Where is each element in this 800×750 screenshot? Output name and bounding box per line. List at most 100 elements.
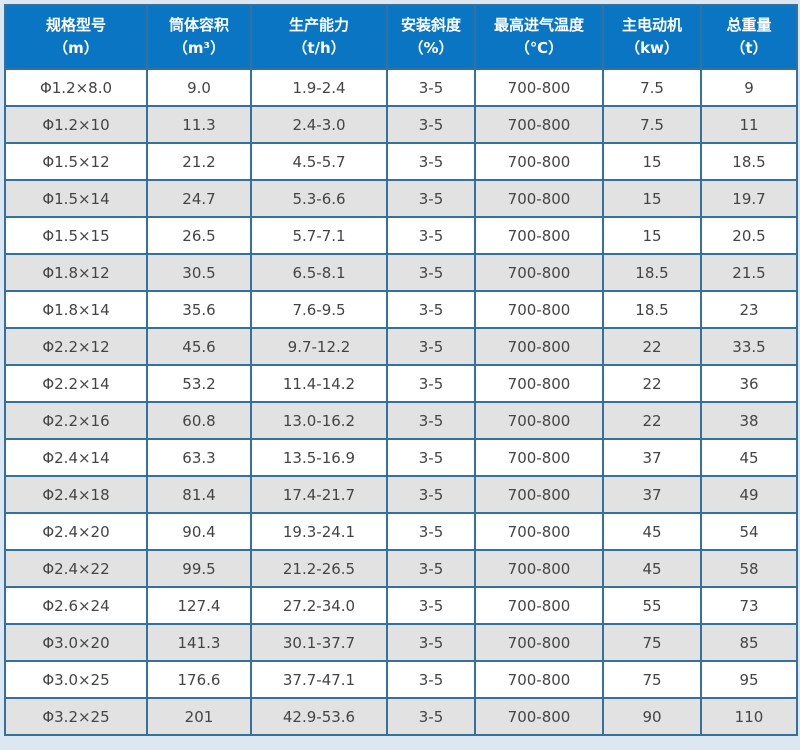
table-cell: Φ1.2×8.0 bbox=[4, 68, 148, 107]
table-row: Φ1.2×8.0 9.0 1.9-2.4 3-5 700-800 7.5 9 bbox=[4, 68, 798, 107]
table-cell: 3-5 bbox=[386, 660, 476, 699]
table-cell: 75 bbox=[602, 623, 702, 662]
table-cell: 45 bbox=[700, 438, 798, 477]
table-cell: 58 bbox=[700, 549, 798, 588]
table-cell: 3-5 bbox=[386, 697, 476, 736]
table-cell: 85 bbox=[700, 623, 798, 662]
column-header-unit: （t/h） bbox=[292, 39, 346, 57]
table-cell: 700-800 bbox=[474, 475, 604, 514]
table-cell: 700-800 bbox=[474, 401, 604, 440]
table-cell: 37 bbox=[602, 475, 702, 514]
table-cell: 3-5 bbox=[386, 512, 476, 551]
table-cell: 3-5 bbox=[386, 327, 476, 366]
table-cell: 3-5 bbox=[386, 364, 476, 403]
table-cell: 45.6 bbox=[146, 327, 252, 366]
column-header-label: 安装斜度 bbox=[400, 16, 461, 34]
column-header-model: 规格型号 （m） bbox=[4, 4, 148, 70]
table-cell: Φ2.4×18 bbox=[4, 475, 148, 514]
table-cell: Φ2.4×20 bbox=[4, 512, 148, 551]
table-cell: 90 bbox=[602, 697, 702, 736]
table-cell: 45 bbox=[602, 512, 702, 551]
table-cell: 3-5 bbox=[386, 105, 476, 144]
table-cell: 49 bbox=[700, 475, 798, 514]
table-cell: 13.0-16.2 bbox=[250, 401, 388, 440]
table-cell: 23 bbox=[700, 290, 798, 329]
table-row: Φ3.2×25 201 42.9-53.6 3-5 700-800 90 110 bbox=[4, 697, 798, 736]
table-cell: 15 bbox=[602, 142, 702, 181]
column-header-unit: （t） bbox=[730, 39, 768, 57]
table-cell: 36 bbox=[700, 364, 798, 403]
table-cell: 700-800 bbox=[474, 512, 604, 551]
table-cell: 99.5 bbox=[146, 549, 252, 588]
column-header-unit: （℃） bbox=[514, 39, 564, 57]
column-header-label: 生产能力 bbox=[288, 16, 349, 34]
column-header-label: 规格型号 bbox=[45, 16, 106, 34]
table-cell: 700-800 bbox=[474, 179, 604, 218]
table-cell: 3-5 bbox=[386, 438, 476, 477]
table-cell: 22 bbox=[602, 364, 702, 403]
table-cell: 15 bbox=[602, 216, 702, 255]
table-cell: 13.5-16.9 bbox=[250, 438, 388, 477]
table-cell: 18.5 bbox=[700, 142, 798, 181]
table-cell: Φ2.4×14 bbox=[4, 438, 148, 477]
table-cell: 3-5 bbox=[386, 290, 476, 329]
table-cell: 22 bbox=[602, 327, 702, 366]
table-cell: 3-5 bbox=[386, 475, 476, 514]
table-cell: 19.7 bbox=[700, 179, 798, 218]
table-cell: 81.4 bbox=[146, 475, 252, 514]
table-cell: 21.5 bbox=[700, 253, 798, 292]
table-cell: Φ1.8×12 bbox=[4, 253, 148, 292]
table-cell: 3-5 bbox=[386, 623, 476, 662]
table-cell: 1.9-2.4 bbox=[250, 68, 388, 107]
table-cell: 53.2 bbox=[146, 364, 252, 403]
table-cell: 700-800 bbox=[474, 290, 604, 329]
table-cell: 26.5 bbox=[146, 216, 252, 255]
column-header-capacity: 生产能力 （t/h） bbox=[250, 4, 388, 70]
table-row: Φ1.5×14 24.7 5.3-6.6 3-5 700-800 15 19.7 bbox=[4, 179, 798, 218]
table-cell: 18.5 bbox=[602, 253, 702, 292]
table-cell: 7.5 bbox=[602, 68, 702, 107]
table-body: Φ1.2×8.0 9.0 1.9-2.4 3-5 700-800 7.5 9 Φ1.2×10 1… bbox=[4, 68, 798, 736]
table-cell: 60.8 bbox=[146, 401, 252, 440]
table-cell: 3-5 bbox=[386, 401, 476, 440]
table-cell: Φ2.6×24 bbox=[4, 586, 148, 625]
table-cell: 11 bbox=[700, 105, 798, 144]
table-cell: 700-800 bbox=[474, 586, 604, 625]
table-row: Φ2.6×24 127.4 27.2-34.0 3-5 700-800 55 73 bbox=[4, 586, 798, 625]
table-cell: 3-5 bbox=[386, 586, 476, 625]
table-cell: 75 bbox=[602, 660, 702, 699]
table-cell: 127.4 bbox=[146, 586, 252, 625]
column-header-unit: （%） bbox=[408, 39, 454, 57]
table-cell: 7.6-9.5 bbox=[250, 290, 388, 329]
table-cell: 11.4-14.2 bbox=[250, 364, 388, 403]
table-cell: 27.2-34.0 bbox=[250, 586, 388, 625]
table-row: Φ2.4×20 90.4 19.3-24.1 3-5 700-800 45 54 bbox=[4, 512, 798, 551]
table-cell: 700-800 bbox=[474, 253, 604, 292]
table-cell: 9.7-12.2 bbox=[250, 327, 388, 366]
table-cell: 38 bbox=[700, 401, 798, 440]
table-cell: 5.3-6.6 bbox=[250, 179, 388, 218]
table-cell: Φ1.5×14 bbox=[4, 179, 148, 218]
table-cell: 700-800 bbox=[474, 660, 604, 699]
table-cell: 21.2-26.5 bbox=[250, 549, 388, 588]
table-cell: 19.3-24.1 bbox=[250, 512, 388, 551]
table-cell: Φ1.5×15 bbox=[4, 216, 148, 255]
table-row: Φ2.4×14 63.3 13.5-16.9 3-5 700-800 37 45 bbox=[4, 438, 798, 477]
table-cell: 33.5 bbox=[700, 327, 798, 366]
table-cell: 22 bbox=[602, 401, 702, 440]
table-header: 规格型号 （m） 筒体容积 （m³） 生产能力 （t/h） 安装斜度 （%） 最… bbox=[4, 4, 798, 70]
table-cell: 18.5 bbox=[602, 290, 702, 329]
column-header-max-inlet-temp: 最高进气温度 （℃） bbox=[474, 4, 604, 70]
table-cell: 3-5 bbox=[386, 142, 476, 181]
table-row: Φ2.4×18 81.4 17.4-21.7 3-5 700-800 37 49 bbox=[4, 475, 798, 514]
table-cell: 700-800 bbox=[474, 623, 604, 662]
table-row: Φ2.2×14 53.2 11.4-14.2 3-5 700-800 22 36 bbox=[4, 364, 798, 403]
table-cell: Φ3.0×25 bbox=[4, 660, 148, 699]
table-cell: 21.2 bbox=[146, 142, 252, 181]
column-header-total-weight: 总重量 （t） bbox=[700, 4, 798, 70]
table-row: Φ1.8×14 35.6 7.6-9.5 3-5 700-800 18.5 23 bbox=[4, 290, 798, 329]
table-cell: 20.5 bbox=[700, 216, 798, 255]
table-cell: 42.9-53.6 bbox=[250, 697, 388, 736]
table-cell: Φ3.2×25 bbox=[4, 697, 148, 736]
header-row: 规格型号 （m） 筒体容积 （m³） 生产能力 （t/h） 安装斜度 （%） 最… bbox=[4, 4, 798, 70]
